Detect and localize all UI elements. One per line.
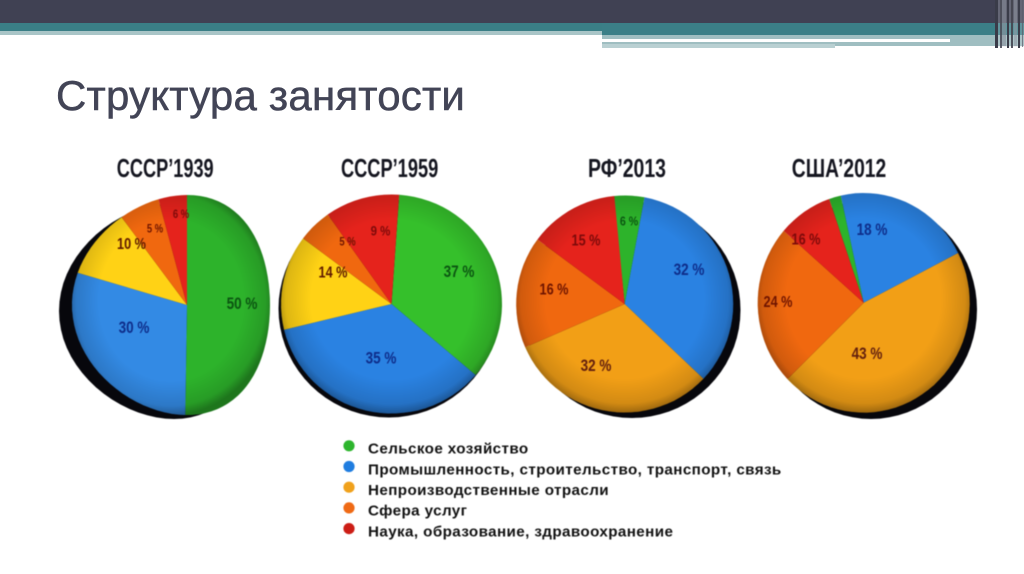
svg-text:5 %: 5 %: [339, 236, 356, 249]
svg-text:37 %: 37 %: [444, 263, 475, 282]
svg-text:32 %: 32 %: [581, 357, 612, 376]
svg-text:35 %: 35 %: [366, 349, 397, 368]
svg-text:РФ’2013: РФ’2013: [588, 153, 666, 182]
svg-text:10 %: 10 %: [117, 236, 146, 253]
svg-text:32 %: 32 %: [674, 261, 705, 280]
svg-text:Непроизводственные отрасли: Непроизводственные отрасли: [368, 482, 609, 499]
svg-text:16 %: 16 %: [792, 231, 821, 248]
svg-text:Наука, образование, здравоохра: Наука, образование, здравоохранение: [368, 523, 673, 540]
svg-text:6 %: 6 %: [173, 208, 190, 221]
svg-text:Сфера услуг: Сфера услуг: [368, 503, 467, 520]
svg-text:43 %: 43 %: [852, 345, 883, 364]
svg-text:США’2012: США’2012: [792, 154, 886, 182]
svg-text:9 %: 9 %: [371, 222, 391, 238]
svg-text:6 %: 6 %: [620, 214, 639, 229]
svg-text:16 %: 16 %: [540, 281, 569, 298]
svg-text:24 %: 24 %: [764, 294, 793, 311]
svg-text:СССР’1939: СССР’1939: [117, 154, 214, 183]
svg-text:18 %: 18 %: [857, 221, 888, 240]
svg-text:50 %: 50 %: [227, 295, 258, 314]
svg-text:15 %: 15 %: [572, 232, 601, 249]
svg-text:Промышленность, строительство,: Промышленность, строительство, транспорт…: [368, 461, 782, 478]
svg-text:30 %: 30 %: [119, 319, 150, 338]
svg-text:14 %: 14 %: [319, 264, 348, 281]
svg-text:Сельское хозяйство: Сельское хозяйство: [368, 441, 529, 458]
svg-text:СССР’1959: СССР’1959: [341, 154, 438, 183]
svg-text:5 %: 5 %: [147, 223, 164, 236]
